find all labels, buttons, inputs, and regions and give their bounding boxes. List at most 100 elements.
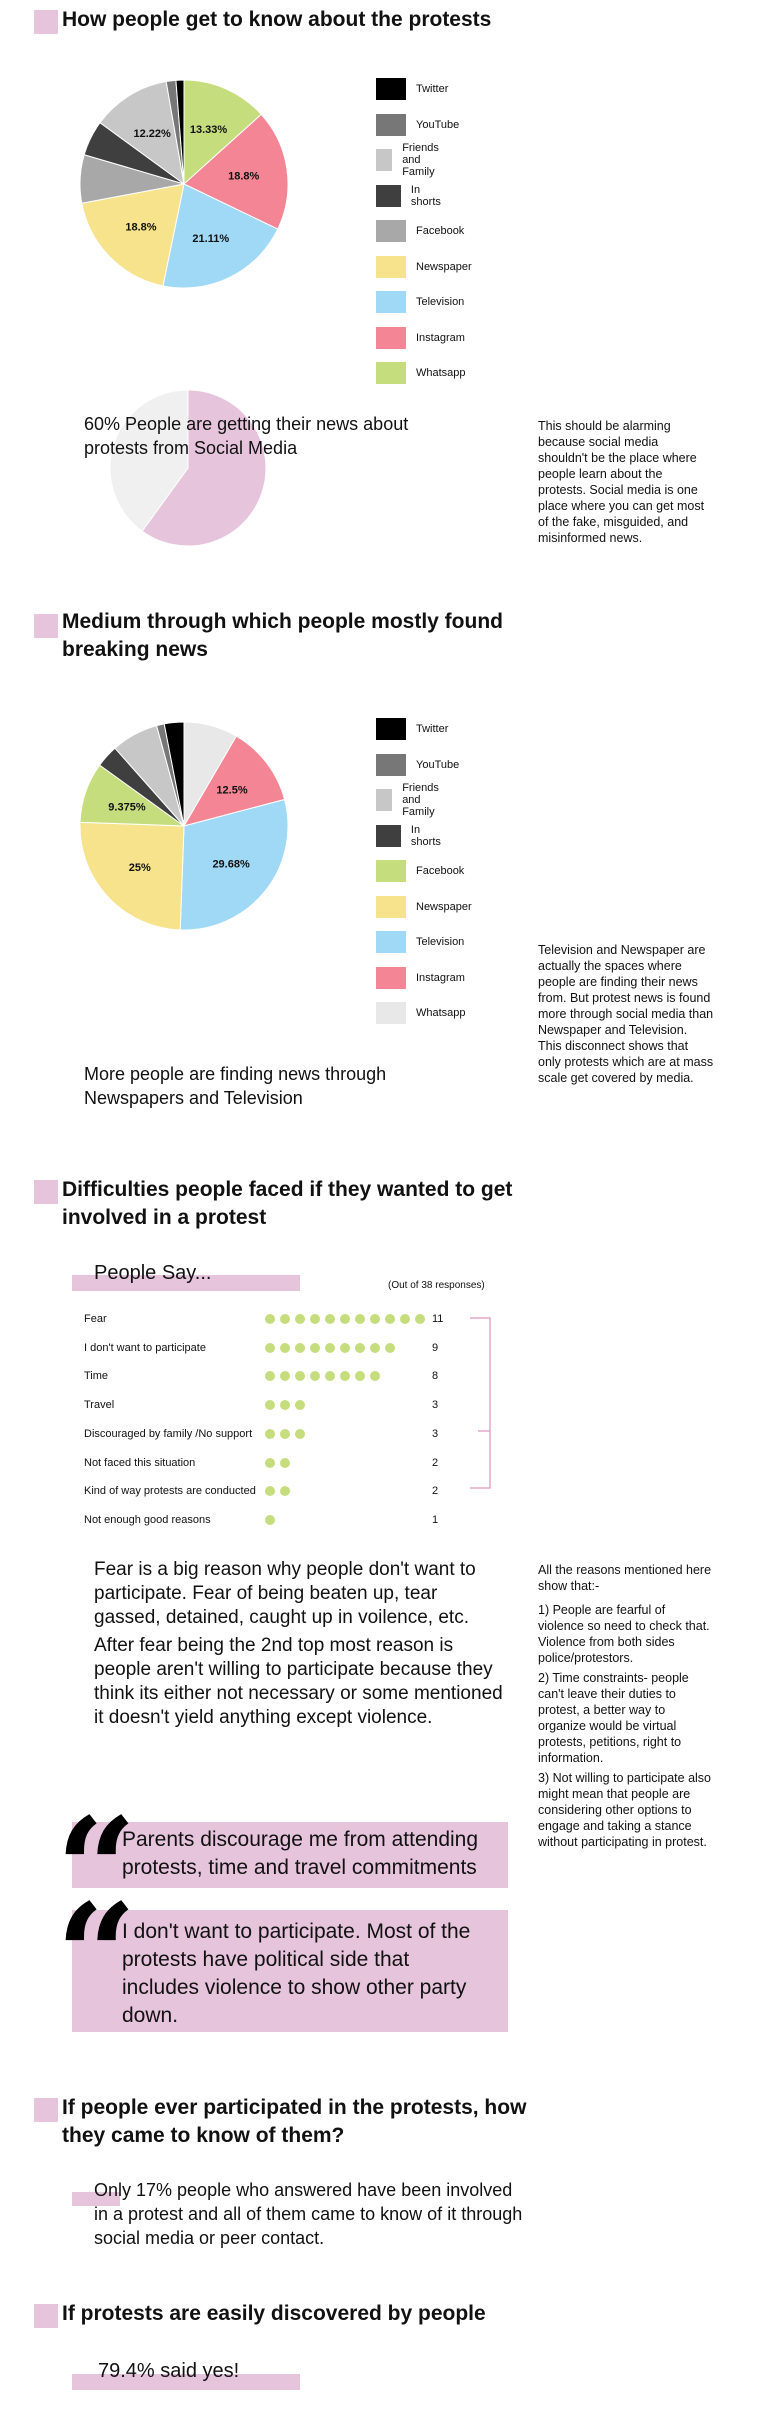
dot-mark (340, 1371, 350, 1382)
section2-note: Television and Newspaper are actually th… (538, 943, 714, 1085)
section4-text: Only 17% people who answered have been i… (94, 2180, 523, 2248)
bar-category-label: Time (84, 1370, 109, 1383)
section-marker (34, 614, 58, 638)
legend-item: Whatsapp (376, 362, 466, 384)
people-say-bar (72, 1275, 300, 1291)
bar-value-label: 1 (432, 1513, 439, 1526)
section-marker (34, 2304, 58, 2328)
pie-label: 18.8% (125, 221, 156, 233)
section-marker (34, 2098, 58, 2122)
pie-label: 18.8% (228, 170, 259, 182)
pie-chart-social-media (110, 390, 267, 547)
dot-mark (340, 1314, 350, 1324)
legend-item: YouTube (376, 753, 460, 776)
bar-value-label: 8 (432, 1370, 439, 1383)
legend-label: Newspaper (416, 900, 472, 913)
dot-mark (280, 1314, 290, 1324)
legend-swatch (376, 789, 393, 811)
legend-swatch (376, 113, 406, 136)
bar-category-label: I don't want to participate (84, 1341, 206, 1354)
bar-category-label: Discouraged by family /No support (84, 1427, 253, 1440)
dot-row (265, 1426, 310, 1442)
dot-mark (280, 1342, 290, 1353)
bar-category-label: Not enough good reasons (84, 1513, 211, 1526)
pie-label: 21.11% (192, 233, 229, 245)
dot-mark (385, 1314, 395, 1324)
pie-slice-television (162, 183, 279, 289)
pie-slice-friends-and-family (99, 80, 185, 186)
pie-slice-whatsapp (183, 80, 262, 186)
dot-row (265, 1512, 280, 1528)
legend-label: Facebook (416, 225, 465, 237)
dot-mark (295, 1314, 305, 1324)
dot-mark (295, 1371, 305, 1382)
dot-mark (295, 1428, 305, 1439)
dot-mark (295, 1342, 305, 1353)
legend-label: YouTube (416, 758, 460, 771)
pie-label: 13.33% (190, 124, 228, 136)
dot-mark (265, 1428, 275, 1439)
section5-title: If protests are easily discovered by peo… (62, 2302, 486, 2325)
dot-mark (370, 1314, 380, 1324)
dot-mark (415, 1314, 425, 1324)
section-marker (34, 10, 58, 34)
legend-label: Instagram (416, 971, 465, 984)
legend-item: Newspaper (376, 255, 472, 278)
bar-category-label: Travel (84, 1399, 115, 1412)
pie-slice-social-media (141, 390, 267, 547)
dot-row (265, 1483, 295, 1499)
section5-text: 79.4% said yes! (98, 2360, 240, 2382)
para-fear: Fear is a big reason why people don't wa… (94, 1559, 476, 1628)
quote-box-2 (72, 1910, 508, 2032)
legend-label: Friends and Family (402, 782, 439, 818)
legend-item: Instagram (376, 966, 465, 989)
quote-box-1 (72, 1822, 508, 1888)
pie-slice-newspaper (80, 821, 185, 931)
pie-slice-twitter (175, 80, 185, 185)
note-point-3: 3) Not willing to participate also might… (538, 1771, 711, 1849)
dot-mark (265, 1314, 275, 1324)
dot-row (265, 1397, 310, 1413)
pie-slice-instagram (182, 735, 286, 827)
dot-mark (340, 1342, 350, 1353)
note-intro: All the reasons mentioned here show that… (538, 1563, 712, 1593)
dot-mark (280, 1371, 290, 1382)
dot-mark (265, 1457, 275, 1468)
legend-swatch (376, 931, 406, 953)
dot-mark (265, 1371, 275, 1382)
section1-headline: 60% People are getting their news about … (84, 414, 409, 458)
dot-mark (325, 1314, 335, 1324)
legend-label: YouTube (416, 118, 460, 131)
legend-label: Facebook (416, 865, 465, 877)
dot-mark (325, 1371, 335, 1382)
legend-label: Twitter (416, 723, 449, 735)
section1-title: How people get to know about the protest… (62, 8, 492, 31)
legend-item: Friends and Family (376, 142, 453, 178)
pie-chart-sources: 13.33% 18.8% 21.11% 18.8% 12.22% (80, 80, 289, 289)
legend-swatch (376, 1002, 406, 1024)
pie-chart-breaking-news: 12.5% 29.68% 25% 9.375% (80, 722, 289, 931)
note-point-2: 2) Time constraints- people can't leave … (538, 1671, 689, 1765)
section-marker (34, 1180, 58, 1204)
legend-item: YouTube (376, 113, 460, 136)
legend-swatch (376, 78, 406, 100)
legend-label: Twitter (416, 83, 449, 95)
dot-mark (265, 1514, 275, 1525)
legend-label: Whatsapp (416, 1007, 466, 1019)
note-point-1: 1) People are fearful of violence so nee… (538, 1603, 710, 1665)
dot-mark (400, 1314, 410, 1324)
bar-value-label: 3 (432, 1427, 439, 1440)
responses-note: (Out of 38 responses) (388, 1280, 485, 1291)
dot-mark (385, 1342, 395, 1353)
legend-swatch (376, 326, 406, 349)
dot-mark (265, 1342, 275, 1353)
dot-mark (310, 1314, 320, 1324)
dot-mark (280, 1428, 290, 1439)
pie-label: 29.68% (212, 859, 250, 871)
legend-swatch (376, 895, 406, 918)
bracket-icon (470, 1317, 491, 1489)
quote-2: I don't want to participate. Most of the… (122, 1920, 471, 2027)
dot-mark (370, 1342, 380, 1353)
bar-category-label: Fear (84, 1313, 107, 1325)
dot-mark (355, 1342, 365, 1353)
